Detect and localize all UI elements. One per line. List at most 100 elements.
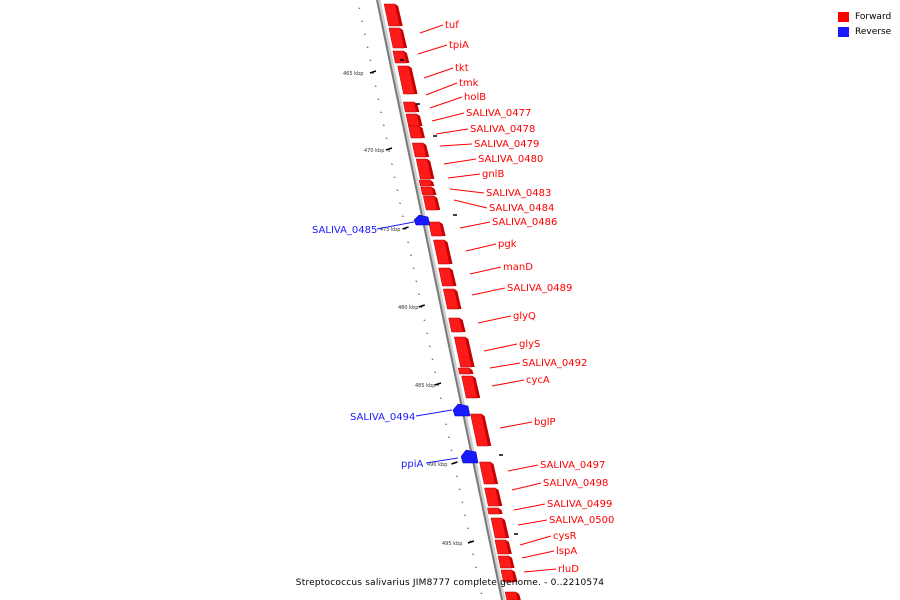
forward-gene-leader xyxy=(419,24,444,34)
forward-gene-leader xyxy=(523,568,557,573)
forward-gene-leader xyxy=(465,243,497,252)
forward-gene-block-side xyxy=(469,368,474,374)
tick-label: 495 kbp xyxy=(442,541,462,547)
forward-gene-block xyxy=(484,487,500,507)
forward-gene-label: SALIVA_0483 xyxy=(486,188,551,199)
reverse-gene-block xyxy=(460,449,479,464)
forward-gene-block xyxy=(457,367,471,375)
tick-mark xyxy=(418,304,425,308)
forward-gene-label: SALIVA_0499 xyxy=(547,499,612,510)
forward-gene-label: bglP xyxy=(534,417,556,428)
ruler-dot xyxy=(369,59,372,61)
forward-gene-label: SALIVA_0480 xyxy=(478,154,543,165)
ruler-dot xyxy=(447,436,450,438)
ruler-dot xyxy=(477,579,480,581)
legend-reverse: Reverse xyxy=(838,24,891,39)
forward-gene-block-side xyxy=(399,28,408,48)
reverse-gene-leader xyxy=(425,457,459,464)
forward-gene-block-side xyxy=(465,337,475,367)
forward-gene-block-side xyxy=(449,268,457,286)
forward-gene-block xyxy=(490,517,507,539)
tick-mark xyxy=(434,382,442,386)
forward-gene-label: tpiA xyxy=(449,40,469,51)
ruler-dot xyxy=(374,85,377,87)
forward-gene-leader xyxy=(443,158,477,165)
ruler-dot xyxy=(396,189,399,191)
tick-label: 480 kbp xyxy=(398,305,418,311)
forward-gene-block-side xyxy=(516,592,521,600)
ruler-dot xyxy=(412,267,415,269)
ruler-dot xyxy=(401,215,404,217)
forward-gene-block xyxy=(388,27,405,49)
forward-gene-block-side xyxy=(395,4,403,26)
forward-gene-label: SALIVA_0500 xyxy=(549,515,614,526)
tick-label: 465 kbp xyxy=(343,71,363,77)
ruler-dot xyxy=(377,98,380,100)
forward-gene-block-side xyxy=(430,180,435,186)
ruler-dot xyxy=(434,371,437,373)
forward-gene-leader xyxy=(511,482,542,491)
backbone xyxy=(376,0,503,600)
forward-gene-block-side xyxy=(501,518,510,538)
ruler-dot xyxy=(450,449,453,451)
forward-gene-block-side xyxy=(472,376,481,398)
reverse-gene-block xyxy=(452,403,471,417)
forward-gene-label: SALIVA_0498 xyxy=(543,478,608,489)
tick-label: 485 kbp xyxy=(415,383,435,389)
ruler-dot xyxy=(445,423,447,425)
ruler-dot xyxy=(474,566,477,568)
forward-gene-block-side xyxy=(454,289,462,309)
forward-gene-block-side xyxy=(419,126,426,138)
tick-label: 470 kbp xyxy=(364,148,384,154)
ruler-dot xyxy=(480,592,483,594)
forward-gene-block xyxy=(461,375,478,399)
ruler-dot xyxy=(363,33,366,35)
forward-gene-block xyxy=(487,507,501,515)
forward-gene-label: SALIVA_0484 xyxy=(489,203,554,214)
forward-gene-label: glyQ xyxy=(513,311,536,322)
forward-gene-label: glyS xyxy=(519,339,540,350)
legend-forward-label: Forward xyxy=(855,11,892,22)
ruler-dot xyxy=(388,150,391,152)
forward-gene-label: tuf xyxy=(445,20,459,31)
tick-mark xyxy=(385,147,393,151)
forward-gene-block-side xyxy=(511,570,518,582)
forward-gene-label: tkt xyxy=(455,63,469,74)
forward-gene-leader xyxy=(453,199,488,209)
forward-gene-block-side xyxy=(408,66,418,94)
ruler-dot xyxy=(458,488,461,490)
ruler-dot xyxy=(423,319,426,321)
ruler-dot xyxy=(407,241,410,243)
forward-gene-block-side xyxy=(431,187,437,195)
ruler-dot xyxy=(420,306,423,308)
forward-gene-label: pgk xyxy=(498,239,517,250)
ruler-dot xyxy=(409,254,412,256)
forward-gene-leader xyxy=(469,266,502,275)
reverse-swatch xyxy=(838,26,849,37)
forward-gene-leader xyxy=(459,221,491,229)
tick-label: 490 kbp xyxy=(427,462,447,468)
forward-gene-block-side xyxy=(495,488,503,506)
forward-gene-block-side xyxy=(416,114,423,126)
forward-gene-label: cysR xyxy=(553,531,577,542)
ruler-dot xyxy=(380,111,382,113)
forward-gene-label: SALIVA_0497 xyxy=(540,460,605,471)
forward-gene-leader xyxy=(425,82,458,96)
genome-caption: Streptococcus salivarius JIM8777 complet… xyxy=(295,578,605,588)
ruler-dot xyxy=(358,7,361,9)
forward-gene-block-side xyxy=(505,540,512,554)
forward-gene-block-side xyxy=(481,414,492,446)
ruler-dot xyxy=(372,72,374,74)
forward-gene-block xyxy=(438,267,454,287)
ruler-dot xyxy=(431,358,434,360)
forward-gene-block-side xyxy=(444,240,453,264)
ruler-dot xyxy=(466,527,469,529)
forward-gene-label: gnlB xyxy=(482,169,504,180)
tick-mark xyxy=(369,70,377,74)
forward-gene-leader xyxy=(423,67,454,79)
forward-gene-block-side xyxy=(490,462,499,484)
ruler-dot xyxy=(418,293,420,295)
forward-gene-label: rluD xyxy=(558,564,579,575)
ruler-dot xyxy=(439,397,442,399)
